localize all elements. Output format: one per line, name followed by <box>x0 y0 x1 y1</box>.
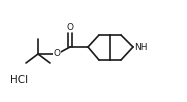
Text: HCl: HCl <box>10 75 28 85</box>
Text: O: O <box>67 23 73 32</box>
Text: O: O <box>53 49 61 59</box>
Text: NH: NH <box>134 43 148 52</box>
